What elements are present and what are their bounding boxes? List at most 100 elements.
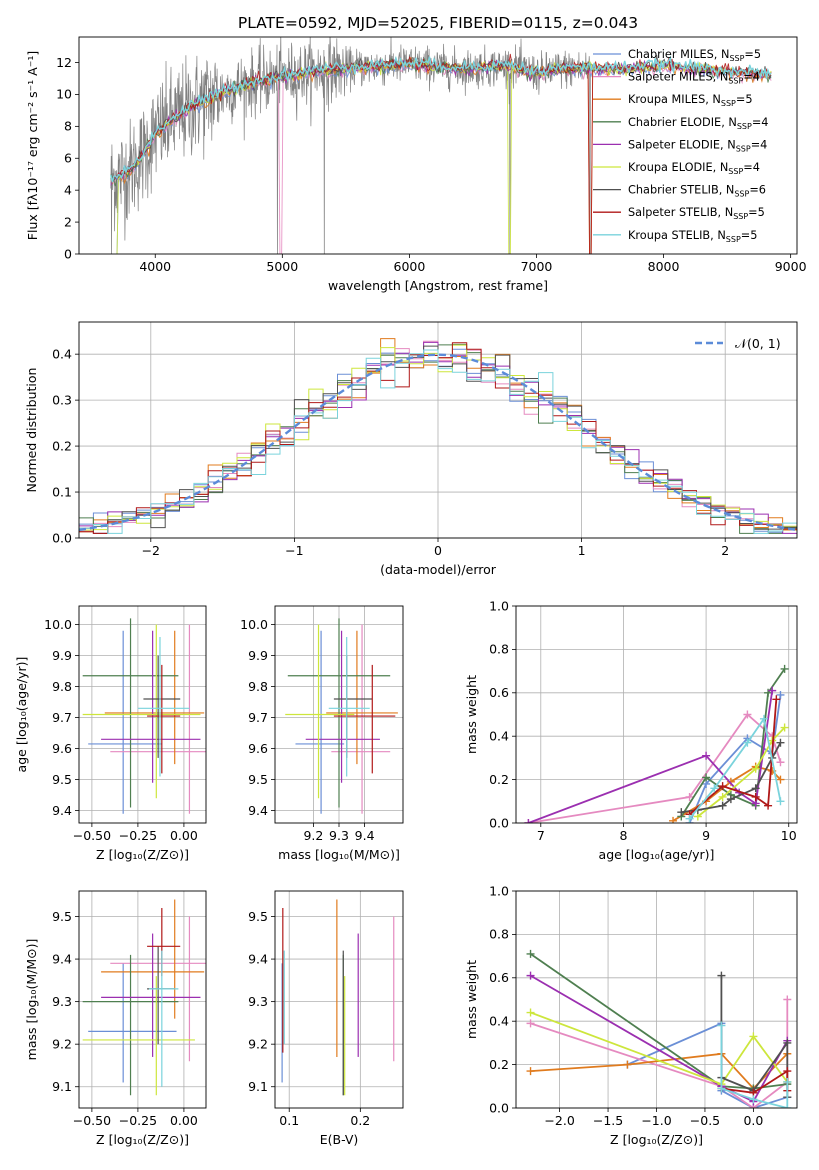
x-tick-label: −2.0 [544,1113,574,1128]
x-tick-label: 0.1 [279,1113,299,1128]
panel-spectrum: 4000 5000 6000 7000 8000 9000 0 2 4 6 8 10 12 wavelen… [25,36,807,293]
axes-frame [78,605,207,824]
y-tick-label: 2 [64,214,72,229]
errorbar-point-6 [82,624,201,799]
x-tick-label: 9 [702,828,710,843]
errorbar-point-3 [104,630,205,765]
x-tick-label: 8000 [648,259,680,274]
series-marker [717,1021,726,1030]
x-tick-label: −1.0 [641,1113,671,1128]
y-axis-label: age [log₁₀(age/yr)] [14,657,29,773]
series-marker [776,758,785,767]
series-marker [743,738,752,747]
errorbar-point-9 [328,637,370,777]
errorbar-point-5 [101,933,201,1057]
y-tick-label: 9.5 [248,772,268,787]
series-marker [718,782,727,791]
series-marker [669,816,678,823]
y-axis-label: mass weight [464,675,479,754]
axes-frame [78,321,798,539]
y-tick-label: 9.5 [52,909,72,924]
series-marker [783,1067,792,1076]
panel-age_vs_Z: −0.50 −0.25 0.00 9.4 9.5 9.6 9.7 9.8 9.9 10.0 Z [l… [14,605,207,862]
y-tick-label: 0.6 [489,970,509,985]
plot-area-mass_vs_EBV [281,899,395,1096]
series-marker [743,710,752,719]
x-axis-label: (data-model)/error [380,562,497,577]
series-marker [783,1104,792,1108]
y-tick-label: 0.4 [52,346,72,361]
series-marker [751,764,760,773]
x-tick-label: −2 [142,543,160,558]
series-marker [776,797,785,806]
y-tick-label: 1.0 [489,883,509,898]
x-tick-label: −0.25 [119,1113,157,1128]
y-tick-label: 0.4 [489,1014,509,1029]
y-tick-label: 9.2 [52,1036,72,1051]
y-tick-label: 9.2 [248,1036,268,1051]
histogram-9 [79,349,797,534]
x-tick-label: 0 [434,543,442,558]
x-axis-label: mass [log₁₀(M/M⊙)] [278,847,400,862]
series-marker [726,795,735,804]
x-tick-label: 9.2 [303,828,323,843]
errorbar-point-8 [333,664,396,774]
errorbar-point-3 [326,630,398,765]
y-tick-label: 6 [64,151,72,166]
y-axis-label: Flux [fλ10⁻¹⁷ erg cm⁻² s⁻¹ A⁻¹] [25,51,40,240]
weight-series-8 [685,695,781,819]
series-marker [776,775,785,784]
x-axis-label: E(B-V) [320,1132,359,1147]
legend-entry: Salpeter ELODIE, NSSP=4 [628,138,767,153]
x-tick-label: 5000 [266,259,298,274]
errorbar-point-5 [101,630,201,783]
legend-entry: Chabrier MILES, NSSP=5 [628,48,761,63]
series-marker [702,773,711,782]
axes-frame [78,890,207,1109]
y-tick-label: 0.3 [52,392,72,407]
errorbar-point-4 [82,954,179,1096]
x-tick-label: 7 [537,828,545,843]
series-marker [526,1067,535,1076]
errorbar-point-4 [287,618,391,808]
y-axis-label: mass weight [464,960,479,1039]
plot-area-weight_vs_age [524,664,789,823]
errorbar-point-1 [295,630,345,814]
series-marker [751,784,760,793]
x-tick-label: 0.00 [170,828,198,843]
panel-mass_vs_Z: −0.50 −0.25 0.00 9.1 9.2 9.3 9.4 9.5 Z [log₁₀(Z/… [24,890,207,1147]
series-marker [718,801,727,810]
x-tick-label: 1 [578,543,586,558]
x-tick-label: 9.4 [355,828,375,843]
y-tick-label: 9.5 [248,909,268,924]
axes-frame [78,36,798,255]
x-tick-label: 4000 [139,259,171,274]
y-tick-label: 10 [56,87,72,102]
axes-frame [274,605,404,824]
y-tick-label: 4 [64,182,72,197]
y-tick-label: 9.4 [248,803,268,818]
weight-series-2 [524,710,785,823]
axes-frame [515,605,798,824]
y-tick-label: 9.1 [248,1079,268,1094]
y-tick-label: 8 [64,119,72,134]
x-tick-label: 10 [781,828,797,843]
x-tick-label: −1.5 [593,1113,623,1128]
y-tick-label: 9.4 [52,803,72,818]
weight-series-6 [693,723,789,821]
panel-mass_vs_EBV: 0.1 0.2 9.1 9.2 9.3 9.4 9.5 E(B-V) [248,890,404,1147]
x-axis-label: age [log₁₀(age/yr)] [599,847,715,862]
series-marker [783,1038,792,1047]
axes-frame [515,890,798,1109]
y-tick-label: 9.3 [248,994,268,1009]
x-tick-label: −0.5 [690,1113,720,1128]
y-tick-label: 0.1 [52,484,72,499]
series-marker [783,995,792,1004]
y-tick-label: 0.2 [489,1057,509,1072]
normal-curve [79,353,797,532]
x-axis-label: Z [log₁₀(Z/Z⊙)] [96,1132,189,1147]
series-marker [677,808,686,817]
weight-series-9 [717,1021,792,1108]
series-marker [772,695,781,704]
